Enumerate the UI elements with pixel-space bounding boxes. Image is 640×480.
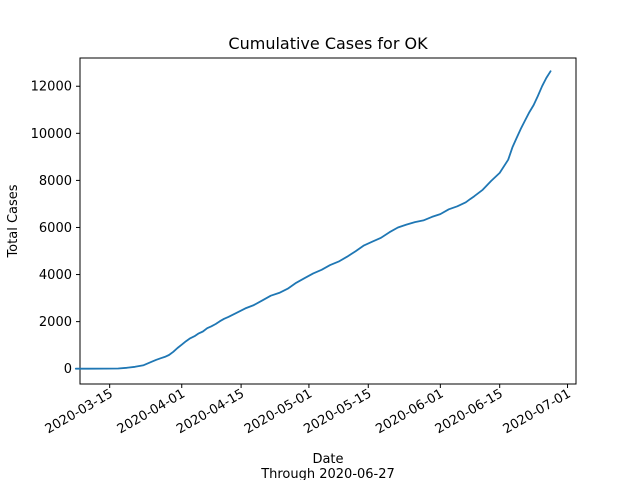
y-tick-label: 2000 [39,315,72,330]
x-axis: 2020-03-15 2020-04-012020-04-152020-05-01… [43,384,574,437]
x-tick-label: 2020-07-01 [501,386,574,437]
y-axis: 0 2000 4000 6000 8000 10000 12000 [31,80,80,377]
y-tick-label: 6000 [39,221,72,236]
y-axis-label: Total Cases [6,184,21,258]
chart-title: Cumulative Cases for OK [228,34,428,53]
y-tick-label: 4000 [39,268,72,283]
series-line [74,70,552,370]
x-tick-label: 2020-03-15 [43,386,116,437]
y-tick-label: 0 [64,362,72,377]
plot-area-frame [79,57,577,385]
x-axis-label: Date [312,452,343,467]
y-tick-label: 10000 [31,127,72,142]
x-axis-sublabel: Through 2020-06-27 [260,467,395,480]
x-tick-label: 2020-06-15 [433,386,506,437]
x-tick-label: 2020-04-15 [174,386,247,437]
y-tick-label: 12000 [31,80,72,95]
y-tick-label: 8000 [39,174,72,189]
x-tick-label: 2020-05-15 [301,386,374,437]
